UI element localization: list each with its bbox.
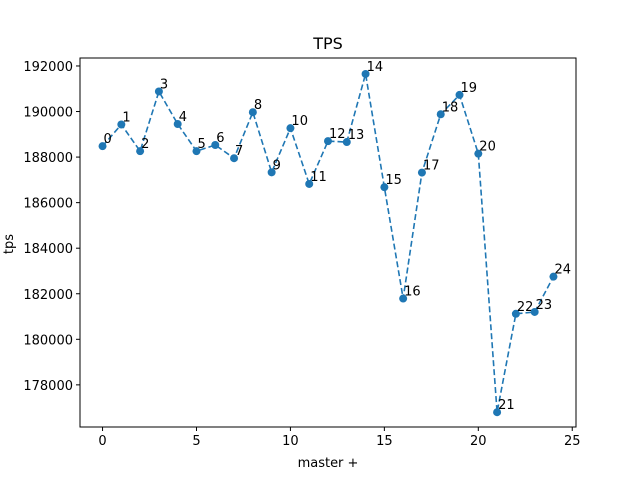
chart-title: TPS [312, 34, 343, 53]
data-point [361, 69, 370, 78]
data-point-label: 5 [197, 137, 205, 152]
y-tick-label: 184000 [23, 242, 73, 257]
data-point [98, 142, 107, 151]
data-point [173, 120, 182, 129]
data-point [417, 168, 426, 177]
data-point [399, 294, 408, 303]
data-point [117, 120, 126, 129]
y-tick-label: 188000 [23, 151, 73, 166]
data-point [342, 138, 351, 147]
data-point [380, 183, 389, 192]
data-point-label: 23 [536, 298, 553, 313]
data-point-label: 11 [310, 170, 327, 185]
x-tick-label: 0 [98, 434, 106, 449]
data-point-label: 19 [461, 81, 478, 96]
data-point-label: 3 [160, 77, 168, 92]
data-point-label: 17 [423, 159, 440, 174]
data-point-label: 6 [216, 131, 224, 146]
data-point [455, 90, 464, 99]
data-point-label: 4 [179, 110, 187, 125]
data-point [286, 124, 295, 133]
data-point-label: 1 [122, 111, 130, 126]
data-point-label: 21 [498, 398, 515, 413]
data-point [549, 272, 558, 281]
data-point-label: 14 [367, 60, 384, 75]
data-point-label: 22 [517, 300, 534, 315]
data-point [530, 307, 539, 316]
data-point-label: 2 [141, 137, 149, 152]
data-point [248, 108, 257, 117]
data-point [511, 309, 520, 318]
series-line [101, 73, 555, 413]
data-point [192, 147, 201, 156]
y-tick-label: 180000 [23, 333, 73, 348]
data-point-label: 9 [273, 158, 281, 173]
data-point-label: 7 [235, 144, 243, 159]
data-point [436, 110, 445, 119]
data-point-label: 8 [254, 98, 262, 113]
data-point [267, 168, 276, 177]
data-point [154, 87, 163, 96]
data-point-label: 0 [104, 132, 112, 147]
data-point [230, 154, 239, 163]
y-tick-label: 190000 [23, 106, 73, 121]
x-tick-label: 5 [192, 434, 200, 449]
data-point-label: 18 [442, 100, 459, 115]
data-point [305, 179, 314, 188]
y-tick-label: 178000 [23, 379, 73, 394]
data-point-label: 10 [291, 114, 308, 129]
data-point-label: 15 [385, 173, 402, 188]
y-tick-label: 186000 [23, 197, 73, 212]
data-point-label: 20 [479, 140, 496, 155]
data-point [474, 149, 483, 158]
x-tick-label: 15 [376, 434, 393, 449]
data-point [493, 408, 502, 417]
data-point [211, 141, 220, 150]
x-tick-label: 20 [470, 434, 487, 449]
y-tick-label: 192000 [23, 60, 73, 75]
plot-frame [79, 57, 577, 428]
data-point-label: 16 [404, 285, 421, 300]
x-axis-label: master + [298, 456, 359, 471]
data-point [136, 147, 145, 156]
x-tick-label: 25 [564, 434, 581, 449]
x-tick-label: 10 [282, 434, 299, 449]
y-axis-label: tps [2, 234, 17, 254]
y-tick-label: 182000 [23, 288, 73, 303]
plot-area: 0 5 10 15 20 25178000180000182000184000186000… [23, 57, 581, 449]
data-point-label: 13 [348, 128, 365, 143]
data-point-label: 24 [554, 263, 571, 278]
data-point-label: 12 [329, 127, 346, 142]
data-point [324, 137, 332, 146]
